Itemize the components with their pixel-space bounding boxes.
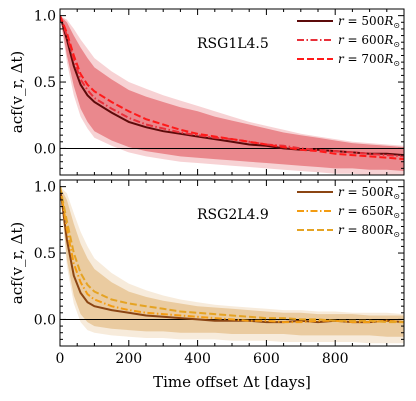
legend-label: r = 500R⊙ bbox=[338, 14, 400, 30]
x-tick-label: 400 bbox=[184, 351, 211, 367]
y-tick-label: 0.5 bbox=[34, 75, 56, 91]
y-tick-label: 1.0 bbox=[34, 180, 56, 196]
legend-label-value: 500 bbox=[361, 14, 384, 28]
legend-label: r = 650R⊙ bbox=[338, 204, 400, 220]
legend: r = 500R⊙r = 650R⊙r = 800R⊙ bbox=[297, 185, 400, 239]
series-line-3 bbox=[60, 15, 404, 161]
legend-label-unit: R bbox=[383, 14, 393, 28]
plot-area bbox=[60, 186, 404, 344]
legend-label-value: 500 bbox=[361, 185, 384, 199]
plot-area bbox=[60, 15, 404, 175]
legend-label-unit: R bbox=[383, 33, 393, 47]
legend-label-value: 650 bbox=[361, 204, 384, 218]
legend-label-prefix: r = bbox=[338, 52, 361, 66]
legend-label-unit: R bbox=[383, 52, 393, 66]
band-inner bbox=[60, 186, 404, 337]
legend-label: r = 600R⊙ bbox=[338, 33, 400, 49]
legend-label-unit: R bbox=[383, 223, 393, 237]
y-tick-label: 0.5 bbox=[34, 246, 56, 262]
legend-label-prefix: r = bbox=[338, 185, 361, 199]
legend-label-unit: R bbox=[383, 185, 393, 199]
x-tick-label: 0 bbox=[56, 351, 65, 367]
y-axis-label: acf(v_r, Δt) bbox=[8, 222, 26, 305]
legend-label: r = 700R⊙ bbox=[338, 52, 400, 68]
legend-label-sun: ⊙ bbox=[393, 59, 400, 68]
legend-label-prefix: r = bbox=[338, 33, 361, 47]
legend: r = 500R⊙r = 600R⊙r = 700R⊙ bbox=[297, 14, 400, 68]
band-inner bbox=[60, 15, 404, 171]
panel-title: RSG1L4.5 bbox=[197, 36, 269, 52]
y-tick-label: 1.0 bbox=[34, 9, 56, 25]
legend-label-value: 800 bbox=[361, 223, 384, 237]
series-line-2 bbox=[60, 186, 404, 324]
legend-label-value: 700 bbox=[361, 52, 384, 66]
y-tick-label: 0.0 bbox=[34, 312, 56, 328]
legend-label-sun: ⊙ bbox=[393, 192, 400, 201]
legend-label-value: 600 bbox=[361, 33, 384, 47]
legend-label-sun: ⊙ bbox=[393, 40, 400, 49]
legend-label: r = 800R⊙ bbox=[338, 223, 400, 239]
x-tick-label: 200 bbox=[115, 351, 142, 367]
legend-label-prefix: r = bbox=[338, 223, 361, 237]
y-axis-label: acf(v_r, Δt) bbox=[8, 51, 26, 134]
legend-label-unit: R bbox=[383, 204, 393, 218]
series-line-2 bbox=[60, 15, 404, 158]
y-tick-label: 0.0 bbox=[34, 141, 56, 157]
legend-label-sun: ⊙ bbox=[393, 21, 400, 30]
legend-label: r = 500R⊙ bbox=[338, 185, 400, 201]
legend-label-prefix: r = bbox=[338, 204, 361, 218]
panel-title: RSG2L4.9 bbox=[197, 207, 269, 223]
x-tick-label: 800 bbox=[322, 351, 349, 367]
legend-label-prefix: r = bbox=[338, 14, 361, 28]
x-axis-label: Time offset Δt [days] bbox=[153, 373, 311, 391]
legend-label-sun: ⊙ bbox=[393, 211, 400, 220]
legend-label-sun: ⊙ bbox=[393, 230, 400, 239]
x-tick-label: 600 bbox=[253, 351, 280, 367]
series-line-3 bbox=[60, 186, 404, 324]
